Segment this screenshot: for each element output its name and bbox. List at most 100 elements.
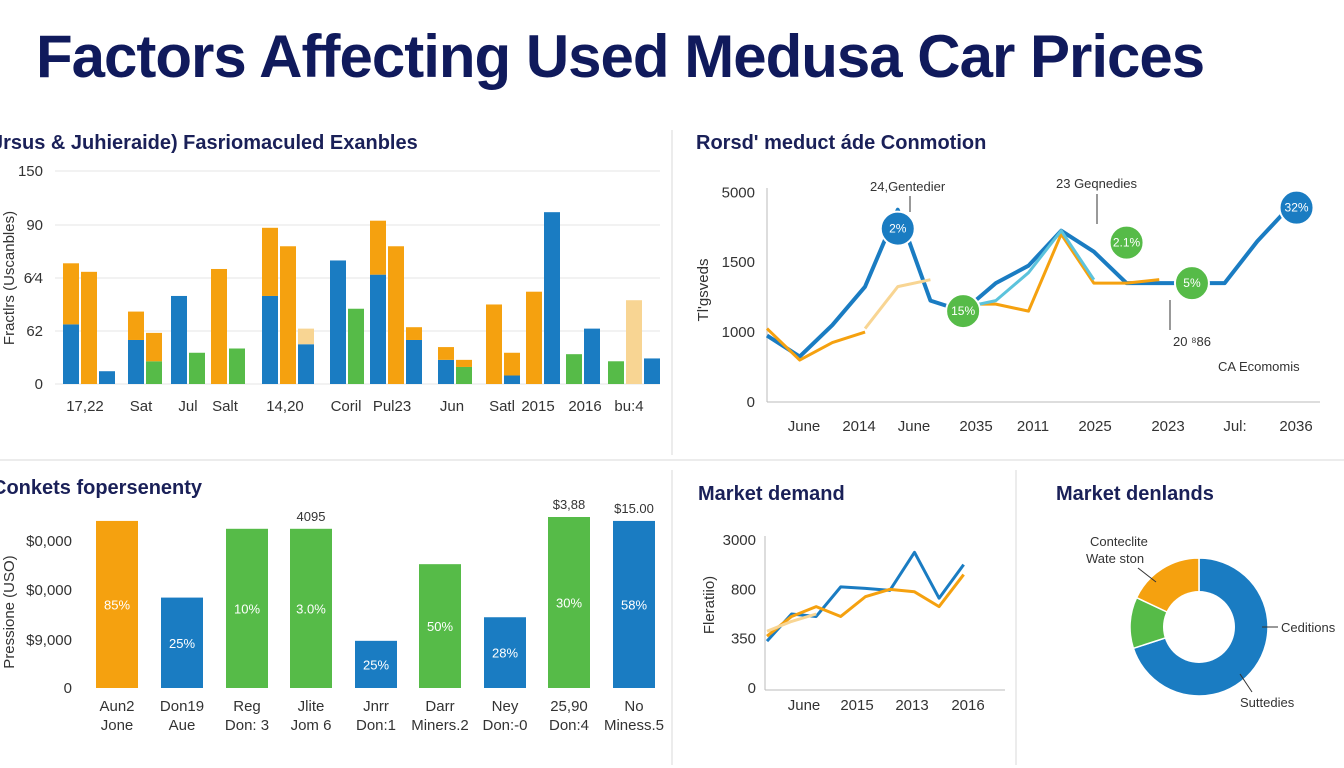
x-tick-label: Don:4 [549,717,589,734]
series-line-blue [765,204,1292,359]
y-tick-label: 1000 [722,324,755,341]
y-tick-label: 0 [35,376,43,393]
bar-segment [370,220,386,275]
bar-segment [298,344,314,384]
bar-segment [584,328,600,384]
x-tick-label: 14,20 [266,398,304,415]
bar-segment [330,260,346,384]
x-tick-label: Pul23 [373,398,411,415]
x-tick-label: Don19 [160,698,204,715]
series-line-light [863,278,931,330]
bar-segment [128,311,144,340]
bar-segment [370,274,386,384]
x-tick-label: No [624,698,643,715]
bar [613,520,655,688]
y-tick-label: 3000 [723,532,756,549]
chart3-ylabel: Pressione (USO) [1,555,18,668]
x-tick-label: June [788,418,821,435]
bar-segment [626,300,642,384]
chart3-title: Conkets fopersenenty [0,477,203,499]
x-tick-label: Darr [425,698,454,715]
x-tick-label: bu:4 [614,398,643,415]
chart2-annotation: 23 Geqnedies [1056,176,1137,191]
bar-segment [298,328,314,345]
bar-segment [544,212,560,384]
y-tick-label: 150 [18,163,43,180]
bar [161,597,203,688]
x-tick-label: 17,22 [66,398,104,415]
x-tick-label: Don:1 [356,717,396,734]
x-tick-label: 2015 [840,697,873,714]
x-tick-label: Aun2 [99,698,134,715]
bar-segment [456,366,472,384]
chart-bottom-middle: Market demand Fleratiio) 3000 800 350 0 June… [698,483,1005,714]
bar-top-label: 4095 [297,509,326,524]
x-tick-label: 2035 [959,418,992,435]
y-tick-label: 5000 [722,184,755,201]
y-tick-label: 350 [731,631,756,648]
bar-segment [211,268,227,384]
bar [484,617,526,688]
donut-callout: Wate ston [1086,551,1144,566]
x-tick-label: 2023 [1151,418,1184,435]
y-tick-label: 62 [26,323,43,340]
x-tick-label: Jlite [298,698,325,715]
bar-value-label: 25% [363,657,389,672]
donut-callout: Ceditions [1281,620,1336,635]
marker-label: 5% [1183,276,1201,290]
series-line-orange [963,232,1160,313]
x-tick-label: 25,90 [550,698,588,715]
x-tick-label: 2013 [895,697,928,714]
x-tick-label: Coril [331,398,362,415]
series-line-cyan [962,229,1096,310]
marker-label: 2% [889,222,907,236]
chart2-annotation: CA Ecomomis [1218,359,1300,374]
chart-bottom-left: Conkets fopersenenty Pressione (USO) 85%… [0,477,664,734]
x-tick-label: Miners.2 [411,717,469,734]
bar [548,517,590,688]
donut-callout: Conteclite [1090,534,1148,549]
bar-segment [146,361,162,384]
bar-segment [608,361,624,384]
x-tick-label: Jul: [1223,418,1246,435]
series-marker [945,293,982,330]
x-tick-label: Ney [492,698,519,715]
bar-segment [63,263,79,325]
bar-value-label: 28% [492,646,518,661]
bar-segment [526,291,542,384]
bar-value-label: 30% [556,596,582,611]
bar [96,520,138,688]
chart2-title: Rorsd' meduct áde Conmotion [696,132,986,154]
bar-segment [171,295,187,384]
x-tick-label: 2015 [521,398,554,415]
x-tick-label: Sat [130,398,153,415]
y-tick-label: 800 [731,581,756,598]
chart2-annotation: 20 ⁸86 [1173,334,1211,349]
bar [226,528,268,688]
bar-segment [486,304,502,384]
x-tick-label: 2011 [1017,418,1049,435]
x-tick-label: Jnrr [363,698,389,715]
bar-value-label: 10% [234,601,260,616]
bar-segment [388,246,404,384]
marker-label: 32% [1285,201,1309,215]
callout-pointer [1137,567,1157,583]
x-tick-label: Satl [489,398,515,415]
series-line-orange [765,327,866,362]
chart4-ylabel: Fleratiio) [701,576,718,634]
bar [419,564,461,688]
bar-segment [504,352,520,376]
donut-callout: Suttedies [1240,695,1295,710]
chart4-title: Market demand [698,483,845,505]
y-tick-label: 90 [26,217,43,234]
x-tick-label: 2016 [951,697,984,714]
y-tick-label: 0 [748,680,756,697]
series-line-light [766,612,817,633]
y-tick-label: $0,000 [26,533,72,550]
bar-segment [280,246,296,384]
chart1-title: Jrsus & Juhieraide) Fasriomaculed Exanbl… [0,132,418,154]
bar-segment [262,227,278,296]
series-marker [879,210,916,247]
bar-segment [229,348,245,384]
bar-segment [262,295,278,384]
